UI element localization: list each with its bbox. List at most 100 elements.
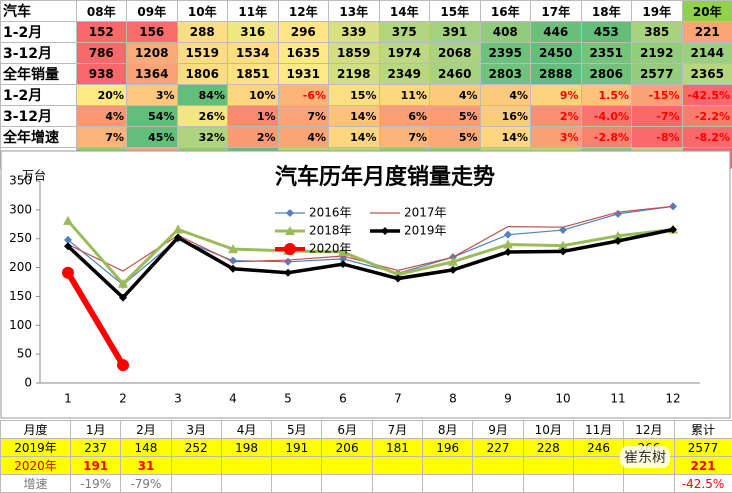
table-cell: 1519 — [177, 43, 228, 64]
table-cell: 246 — [573, 439, 623, 457]
table-cell: 1635 — [278, 43, 329, 64]
table-cell — [221, 457, 271, 475]
table-cell: -6% — [278, 85, 329, 106]
header-cell: 5月 — [272, 421, 322, 439]
table-cell: -8% — [632, 127, 683, 148]
y-tick-label: 100 — [9, 318, 32, 332]
table-cell: 4% — [430, 85, 481, 106]
x-tick-label: 5 — [284, 392, 292, 406]
header-cell: 16年 — [480, 1, 531, 22]
legend-label: 2016年 — [309, 206, 352, 220]
table-cell: 181 — [372, 439, 422, 457]
table-cell: 228 — [523, 439, 573, 457]
table-cell: 316 — [228, 22, 279, 43]
table-cell: 7% — [278, 106, 329, 127]
table-cell: 296 — [278, 22, 329, 43]
row-label: 全年销量 — [1, 64, 77, 85]
table-cell: 2349 — [379, 64, 430, 85]
legend-label: 2017年 — [404, 206, 447, 220]
header-cell: 14年 — [379, 1, 430, 22]
table-cell: -42.5% — [682, 85, 732, 106]
table-cell — [322, 457, 372, 475]
row-label: 3-12月 — [1, 106, 77, 127]
point — [62, 267, 74, 279]
table-cell: 408 — [480, 22, 531, 43]
table-cell — [523, 457, 573, 475]
table-cell: 2888 — [531, 64, 582, 85]
table-cell: 1931 — [278, 64, 329, 85]
table-cell: 938 — [76, 64, 127, 85]
table-cell: 206 — [322, 439, 372, 457]
header-cell: 8月 — [423, 421, 473, 439]
table-cell: 14% — [480, 127, 531, 148]
header-cell: 17年 — [531, 1, 582, 22]
table-cell: 2450 — [531, 43, 582, 64]
table-cell: 84% — [177, 85, 228, 106]
table-cell: 385 — [632, 22, 683, 43]
x-tick-label: 4 — [229, 392, 237, 406]
header-cell: 08年 — [76, 1, 127, 22]
table-cell: 1208 — [127, 43, 178, 64]
table-cell: -2.2% — [682, 106, 732, 127]
header-cell: 1月 — [71, 421, 121, 439]
header-cell: 11年 — [228, 1, 279, 22]
table-cell: 54% — [127, 106, 178, 127]
table-cell: 31 — [121, 457, 171, 475]
table-cell: 2192 — [632, 43, 683, 64]
table-cell: 2% — [531, 106, 582, 127]
y-tick-label: 300 — [9, 202, 32, 216]
table-cell: 237 — [71, 439, 121, 457]
table-cell: 196 — [423, 439, 473, 457]
x-tick-label: 9 — [504, 392, 512, 406]
point — [284, 243, 296, 255]
table-cell: 2% — [228, 127, 279, 148]
table-cell: 2068 — [430, 43, 481, 64]
table-cell: 1806 — [177, 64, 228, 85]
header-cell: 09年 — [127, 1, 178, 22]
table-cell: 446 — [531, 22, 582, 43]
header-cell: 9月 — [473, 421, 523, 439]
table-cell: 20% — [76, 85, 127, 106]
point — [117, 359, 129, 371]
table-cell: 198 — [221, 439, 271, 457]
header-cell: 12月 — [624, 421, 674, 439]
table-cell: 191 — [272, 439, 322, 457]
x-tick-label: 7 — [394, 392, 402, 406]
row-label: 3-12月 — [1, 43, 77, 64]
table-cell: 4% — [480, 85, 531, 106]
x-tick-label: 12 — [665, 392, 680, 406]
chart-title: 汽车历年月度销量走势 — [275, 164, 495, 190]
y-tick-label: 0 — [24, 376, 32, 390]
header-cell: 月度 — [1, 421, 71, 439]
table-cell: 453 — [581, 22, 632, 43]
y-tick-label: 350 — [9, 174, 32, 188]
table-cell: 15% — [329, 85, 380, 106]
row-label: 1-2月 — [1, 22, 77, 43]
table-cell: 16% — [480, 106, 531, 127]
table-cell — [573, 457, 623, 475]
table-cell: 1974 — [379, 43, 430, 64]
header-cell: 15年 — [430, 1, 481, 22]
row-label: 1-2月 — [1, 85, 77, 106]
table-cell: 4% — [76, 106, 127, 127]
legend-label: 2018年 — [309, 224, 352, 238]
y-tick-label: 200 — [9, 260, 32, 274]
table-cell: 9% — [531, 85, 582, 106]
table-cell: 2365 — [682, 64, 732, 85]
table-cell: 2351 — [581, 43, 632, 64]
table-cell: 786 — [76, 43, 127, 64]
table-cell: 375 — [379, 22, 430, 43]
table-cell: 3% — [531, 127, 582, 148]
table-cell: 2460 — [430, 64, 481, 85]
header-cell: 10年 — [177, 1, 228, 22]
x-tick-label: 2 — [119, 392, 127, 406]
x-tick-label: 3 — [174, 392, 182, 406]
table-cell: 11% — [379, 85, 430, 106]
table-cell: 148 — [121, 439, 171, 457]
